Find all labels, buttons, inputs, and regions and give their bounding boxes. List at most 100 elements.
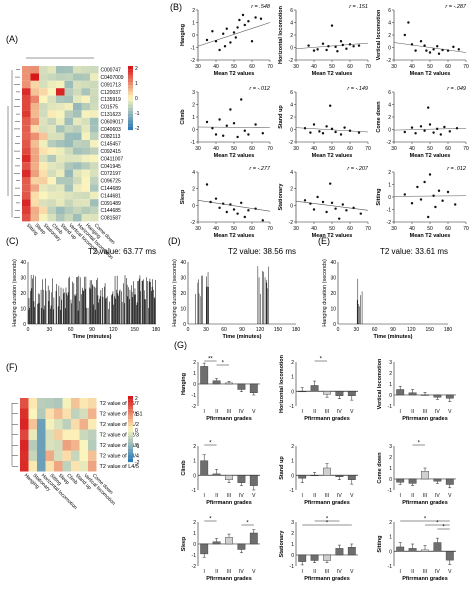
scatter-point	[209, 200, 212, 204]
duration-bar	[55, 291, 57, 324]
heatmap-cell	[81, 177, 90, 185]
duration-bar	[145, 299, 146, 324]
heatmap-cell	[62, 440, 71, 451]
scatter-point	[437, 189, 441, 192]
scatter-point	[448, 130, 451, 133]
y-tick-label: 2	[388, 115, 391, 121]
significance-marker: **	[208, 357, 213, 363]
duration-bar	[202, 275, 203, 324]
duration-bar	[102, 296, 104, 324]
heatmap-cell	[90, 140, 99, 148]
heatmap-cell	[45, 429, 54, 440]
duration-bar	[207, 286, 208, 324]
heatmap-cell	[56, 191, 65, 200]
heatmap-cell	[39, 169, 48, 177]
duration-bar	[84, 288, 86, 324]
heatmap-cell	[47, 154, 56, 163]
y-tick-label: 2	[192, 187, 195, 193]
scatter-point	[339, 40, 343, 43]
x-tick-label: IV	[239, 493, 244, 499]
bar	[335, 475, 344, 478]
duration-bar	[74, 294, 75, 324]
heatmap-cell	[71, 429, 80, 440]
bar	[347, 547, 356, 556]
heatmap-cell	[30, 80, 39, 89]
heatmap-cell	[39, 110, 48, 118]
heatmap-cell	[22, 88, 31, 96]
heatmap-cell	[81, 154, 90, 163]
heatmap-cell	[73, 191, 82, 200]
duration-bar	[142, 280, 144, 324]
heatmap-cell	[81, 88, 90, 96]
duration-bar	[89, 287, 90, 324]
x-tick-label: I	[400, 569, 401, 575]
bar	[212, 473, 221, 476]
duration-bar	[71, 303, 72, 324]
heatmap-cell	[56, 73, 65, 81]
x-tick-label: 180	[444, 327, 453, 333]
scatter-point	[243, 129, 246, 132]
x-axis-label: Mean T2 values	[312, 233, 353, 239]
duration-bar	[198, 293, 200, 324]
duration-bar	[116, 289, 117, 324]
heatmap-row-label: T2 value of L5/6	[100, 443, 139, 449]
duration-bar	[60, 309, 61, 324]
duration-bar	[98, 302, 99, 324]
scatter-point	[427, 106, 430, 109]
y-axis-label: Come down	[376, 101, 382, 133]
scatter-point	[336, 50, 339, 53]
heatmap-cell	[88, 429, 97, 440]
scatter-point	[419, 40, 423, 43]
heatmap-cell	[90, 147, 99, 155]
scatter-point	[436, 127, 439, 131]
legend-tick: 1	[135, 412, 138, 418]
duration-bar	[31, 288, 33, 324]
x-tick-label: 50	[231, 64, 237, 70]
heatmap-cell	[30, 140, 39, 148]
scatter-point	[229, 203, 232, 206]
heatmap-cell	[62, 408, 71, 419]
bar	[433, 394, 442, 398]
heatmap-cell	[56, 103, 65, 111]
scatter-point	[261, 219, 264, 222]
heatmap-cell	[56, 125, 65, 133]
correlation-label: r = -.149	[347, 86, 368, 92]
scatter-point	[222, 202, 225, 205]
y-axis-label: Come down	[377, 452, 383, 484]
y-tick-label: 0	[291, 389, 294, 395]
x-tick-label: 30	[195, 146, 201, 152]
heatmap-cell	[54, 408, 63, 419]
x-tick-label: 40	[311, 226, 317, 232]
heatmap-cell	[79, 398, 88, 409]
heatmap-cell	[79, 429, 88, 440]
scatter-point	[247, 209, 250, 212]
y-tick-label: 0	[291, 553, 294, 559]
legend-swatch	[128, 107, 133, 111]
y-tick-label: 0	[388, 128, 391, 134]
legend-tick: 0	[135, 428, 138, 434]
x-tick-label: IV	[435, 569, 440, 575]
heatmap-cell	[28, 461, 37, 472]
x-tick-label: II	[215, 493, 218, 499]
heatmap-cell	[79, 450, 88, 461]
x-tick-label: 60	[445, 146, 451, 152]
heatmap-cell	[37, 450, 46, 461]
x-tick-label: I	[204, 409, 205, 415]
legend-tick: 0	[135, 96, 138, 102]
heatmap-cell	[47, 66, 56, 74]
x-axis-label: Pfirrmann grades	[304, 500, 350, 506]
heatmap-cell	[47, 125, 56, 133]
duration-bar	[109, 301, 110, 324]
scatter-point	[238, 18, 241, 22]
x-tick-label: 120	[256, 327, 265, 333]
duration-bar	[121, 291, 122, 324]
heatmap-cell	[90, 154, 99, 163]
y-tick-label: -2	[191, 58, 196, 64]
duration-bar	[38, 303, 40, 324]
y-axis-label: Climb	[180, 109, 186, 125]
scatter-point	[312, 49, 316, 52]
duration-bar	[133, 294, 135, 324]
x-axis-label: Time (minutes)	[373, 334, 412, 340]
y-tick-label: 1	[291, 459, 294, 465]
y-tick-label: 3	[291, 520, 294, 526]
